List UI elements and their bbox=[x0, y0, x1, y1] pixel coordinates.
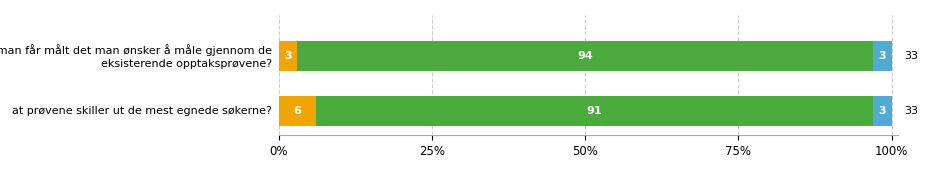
Text: 94: 94 bbox=[577, 51, 593, 61]
Text: 33: 33 bbox=[902, 51, 917, 61]
Bar bbox=[315, 96, 872, 126]
Bar bbox=[872, 96, 891, 126]
Text: 3: 3 bbox=[878, 106, 885, 116]
Bar bbox=[278, 41, 296, 71]
Text: 33: 33 bbox=[902, 106, 917, 116]
Text: at man får målt det man ønsker å måle gjennom de
eksisterende opptaksprøvene?: at man får målt det man ønsker å måle gj… bbox=[0, 44, 272, 69]
Bar bbox=[872, 41, 891, 71]
Text: 91: 91 bbox=[586, 106, 601, 116]
Text: 3: 3 bbox=[878, 51, 885, 61]
Bar bbox=[296, 41, 872, 71]
Text: at prøvene skiller ut de mest egnede søkerne?: at prøvene skiller ut de mest egnede søk… bbox=[12, 106, 272, 116]
Bar bbox=[278, 96, 315, 126]
Text: 3: 3 bbox=[284, 51, 292, 61]
Text: 6: 6 bbox=[293, 106, 301, 116]
